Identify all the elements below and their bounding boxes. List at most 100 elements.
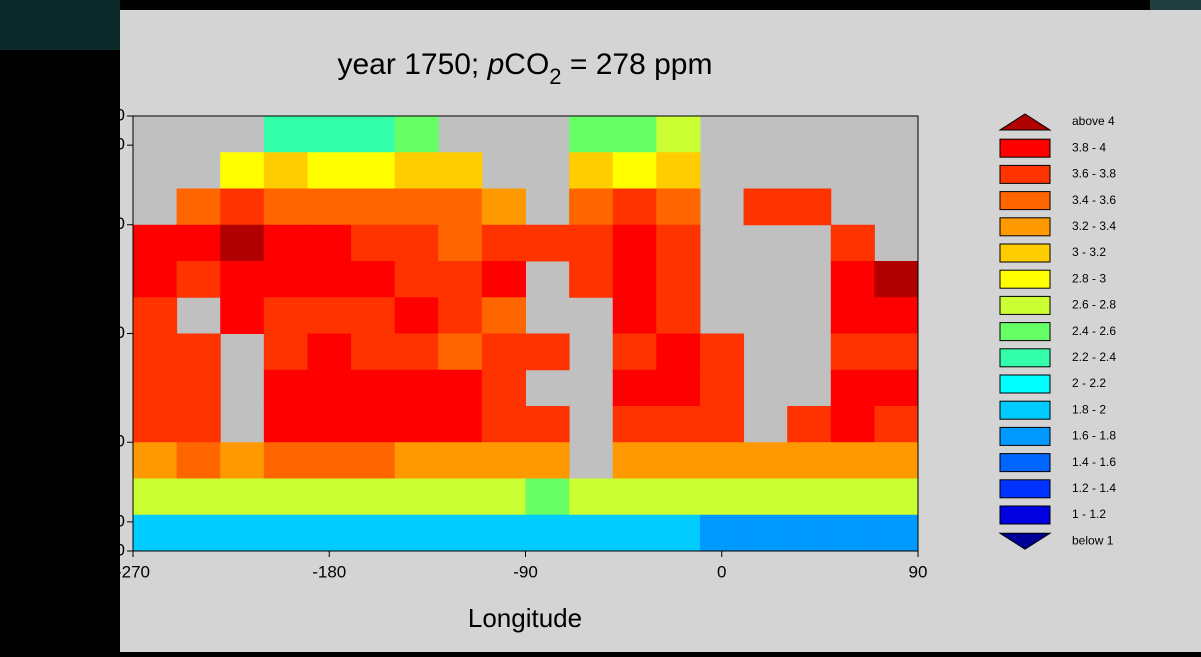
field-cell [613, 189, 657, 226]
field-cell [438, 297, 482, 334]
title-part: 2 [549, 64, 561, 89]
field-cell [177, 334, 221, 371]
field-cell [307, 189, 351, 226]
field-cell [874, 406, 918, 443]
field-cell [264, 297, 308, 334]
legend-swatch [1000, 323, 1050, 341]
title-part: CO [504, 48, 549, 81]
field-cell [264, 442, 308, 479]
field-cell [569, 515, 613, 552]
field-cell [395, 152, 439, 189]
legend-label: above 4 [1072, 114, 1115, 128]
y-tick-label: 30 [106, 214, 125, 233]
field-cell [307, 261, 351, 298]
title-part: year 1750; [338, 48, 488, 81]
field-cell [569, 225, 613, 262]
legend-label: 2.4 - 2.6 [1072, 324, 1116, 338]
y-tick-label: 90 [106, 105, 125, 124]
field-cell [351, 334, 395, 371]
field-cell [700, 334, 744, 371]
field-cell [133, 515, 177, 552]
field-cell [395, 406, 439, 443]
y-tick-label: -30 [100, 432, 125, 451]
field-cell [613, 406, 657, 443]
field-cell [264, 479, 308, 516]
field-cell [613, 152, 657, 189]
field-cell [831, 225, 875, 262]
field-cell [482, 297, 526, 334]
field-cell [787, 189, 831, 226]
field-cell [613, 261, 657, 298]
field-cell [177, 225, 221, 262]
legend-label: 2.2 - 2.4 [1072, 350, 1116, 364]
field-cell [831, 442, 875, 479]
legend-label: 1.4 - 1.6 [1072, 455, 1116, 469]
field-cell [700, 442, 744, 479]
field-cell [482, 334, 526, 371]
field-cell [569, 189, 613, 226]
legend-swatch [1000, 139, 1050, 157]
field-cell [264, 225, 308, 262]
background-photo [0, 0, 120, 50]
field-cell [613, 515, 657, 552]
field-cell [787, 479, 831, 516]
field-cell [177, 406, 221, 443]
field-cell [438, 479, 482, 516]
field-cell [874, 261, 918, 298]
legend-swatch [1000, 506, 1050, 524]
field-cell [569, 479, 613, 516]
field-cell [395, 189, 439, 226]
field-cell [264, 189, 308, 226]
field-cell [482, 442, 526, 479]
field-cell [482, 479, 526, 516]
x-tick-label: -270 [116, 562, 150, 581]
y-tick-label: -60 [100, 511, 125, 530]
legend-label: 3.8 - 4 [1072, 140, 1106, 154]
field-cell [177, 515, 221, 552]
field-cell [395, 225, 439, 262]
field-cell [307, 152, 351, 189]
field-cell [874, 515, 918, 552]
legend-label: below 1 [1072, 533, 1114, 547]
field-cell [264, 406, 308, 443]
title-part: p [487, 48, 505, 81]
field-cell [831, 515, 875, 552]
field-cell [177, 189, 221, 226]
field-cell [395, 116, 439, 153]
field-cell [220, 261, 264, 298]
field-cell [700, 479, 744, 516]
field-cell [700, 515, 744, 552]
legend-swatch [1000, 218, 1050, 236]
legend-label: 2.8 - 3 [1072, 271, 1106, 285]
field-cell [133, 479, 177, 516]
legend-label: 3 - 3.2 [1072, 245, 1106, 259]
field-cell [395, 261, 439, 298]
field-cell [874, 370, 918, 407]
field-cell [656, 297, 700, 334]
legend-swatch [1000, 427, 1050, 445]
field-cell [438, 406, 482, 443]
field-cell [613, 297, 657, 334]
field-cell [307, 406, 351, 443]
y-axis-label: Latitude [45, 287, 75, 380]
field-cell [177, 442, 221, 479]
field-cell [613, 225, 657, 262]
legend-label: 2.6 - 2.8 [1072, 298, 1116, 312]
y-tick-label: -90 [100, 540, 125, 559]
chart: year 1750; pCO2 = 278 ppm Longitude Lati… [0, 0, 1201, 652]
field-cell [351, 261, 395, 298]
legend-swatch [1000, 192, 1050, 210]
field-cell [438, 334, 482, 371]
field-cell [220, 225, 264, 262]
field-cell [351, 189, 395, 226]
title-part: = 278 ppm [562, 48, 713, 81]
field-cell [307, 515, 351, 552]
field-cell [569, 261, 613, 298]
field-cell [700, 406, 744, 443]
legend-label: 1.6 - 1.8 [1072, 429, 1116, 443]
legend-swatch [1000, 296, 1050, 314]
field-cell [133, 406, 177, 443]
field-cell [395, 479, 439, 516]
field-cell [438, 515, 482, 552]
field-cell [874, 297, 918, 334]
